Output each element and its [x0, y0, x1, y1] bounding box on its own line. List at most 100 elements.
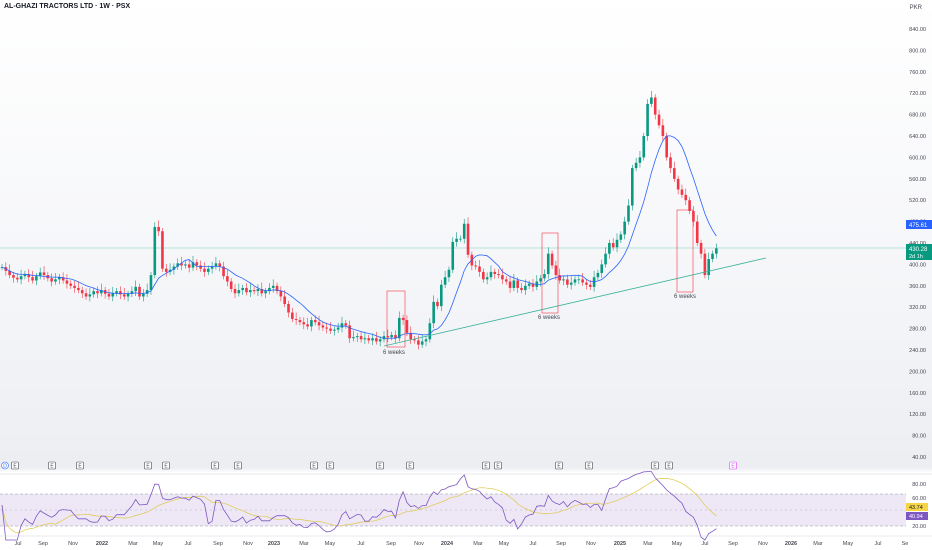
price-tick-label: 40.00 [912, 455, 926, 461]
candle-body [455, 238, 458, 242]
candle-body [15, 277, 19, 280]
candle-body [126, 293, 130, 297]
candle-body [394, 335, 397, 339]
price-tick-label: 760.00 [909, 70, 926, 76]
price-tick-label: 240.00 [909, 348, 926, 354]
candle-body [401, 317, 405, 321]
earnings-marker [729, 461, 737, 470]
time-tick-label: Sep [213, 541, 223, 547]
time-tick-label: Sep [38, 541, 48, 547]
time-tick-label: May [325, 541, 336, 547]
last-price-label-bg [906, 244, 932, 260]
earnings-marker-label: E [146, 464, 150, 470]
candle-body [466, 223, 470, 255]
candle-body [650, 97, 653, 104]
time-tick-label: Jul [357, 541, 364, 547]
time-tick-label: Jul [184, 541, 191, 547]
candle-body [665, 136, 668, 158]
earnings-marker [11, 461, 19, 470]
time-tick-label: Mar [813, 541, 823, 547]
candle-body [306, 324, 309, 327]
time-tick-label: 2026 [785, 541, 797, 547]
candle-body [550, 253, 554, 266]
candle-body [206, 268, 210, 272]
annotation-6-weeks-3: 6 weeks [674, 294, 696, 300]
candle-body [516, 280, 519, 288]
candle-body [287, 303, 290, 313]
rsi-tick-label: 80.00 [912, 482, 926, 488]
candle-body [164, 268, 168, 272]
candle-body [501, 275, 504, 280]
earnings-marker-label: E [731, 464, 735, 470]
moving-average-line [1, 135, 717, 339]
candle-body [42, 272, 46, 276]
earnings-marker-label: E [78, 464, 82, 470]
annotation-6-weeks-1: 6 weeks [383, 350, 405, 356]
candle-body [695, 221, 699, 243]
rsi-axis: 80.00 60.00 20.00 [912, 482, 926, 530]
candle-body [363, 338, 367, 340]
dividend-marker [1, 461, 9, 470]
candle-body [443, 277, 447, 285]
rsi-tick-label: 60.00 [912, 496, 926, 502]
rsi-signal-label-bg [906, 503, 928, 511]
price-tick-label: 400.00 [909, 262, 926, 268]
time-tick-label: Mar [473, 541, 483, 547]
candle-body [569, 282, 573, 285]
candle-body [333, 329, 336, 331]
candle-body [397, 317, 401, 339]
candle-body [642, 136, 646, 158]
price-tick-label: 640.00 [909, 134, 926, 140]
candle-body [386, 336, 390, 338]
earnings-marker-label: E [496, 464, 500, 470]
candle-body [390, 335, 393, 338]
candle-body [100, 290, 103, 294]
time-tick-label: Mar [128, 541, 138, 547]
earnings-marker [482, 461, 490, 470]
candle-body [264, 291, 267, 294]
candle-body [703, 253, 707, 276]
candle-body [111, 293, 115, 297]
candle-body [573, 279, 577, 283]
candle-body [65, 280, 69, 284]
candle-body [115, 291, 118, 294]
candle-body [241, 287, 244, 291]
earnings-marker-label: E [13, 464, 17, 470]
candle-body [524, 285, 527, 291]
earnings-marker [585, 461, 593, 470]
candle-body [577, 279, 581, 281]
candle-body [149, 275, 153, 291]
earnings-marker [555, 461, 563, 470]
time-tick-label: Nov [414, 541, 424, 547]
candle-body [627, 205, 630, 222]
candle-body [371, 338, 374, 341]
price-tick-label: 520.00 [909, 198, 926, 204]
candle-body [711, 253, 714, 260]
time-tick-label: May [499, 541, 510, 547]
rsi-value-label-bg [906, 512, 928, 520]
candle-body [413, 339, 416, 341]
earnings-marker-label: E [378, 464, 382, 470]
candle-body [558, 275, 562, 281]
rsi-signal-label: 43.74 [909, 505, 923, 511]
candle-body [417, 340, 420, 345]
time-tick-label: 2023 [268, 541, 280, 547]
candle-body [35, 276, 38, 281]
candle-body [493, 271, 497, 275]
candle-body [604, 253, 607, 265]
rsi-line [1, 471, 717, 541]
time-tick-label: Mar [643, 541, 653, 547]
candle-body [80, 290, 84, 294]
candle-body [608, 243, 611, 254]
time-tick-label: Nov [243, 541, 253, 547]
highlight-box-3 [676, 209, 694, 293]
candle-body [531, 283, 535, 287]
time-tick-label: Nov [586, 541, 596, 547]
rsi-value-label: 40.94 [909, 514, 923, 520]
earnings-marker [376, 461, 384, 470]
candle-body [405, 320, 409, 333]
candle-body [302, 322, 306, 325]
candle-body [462, 223, 466, 239]
